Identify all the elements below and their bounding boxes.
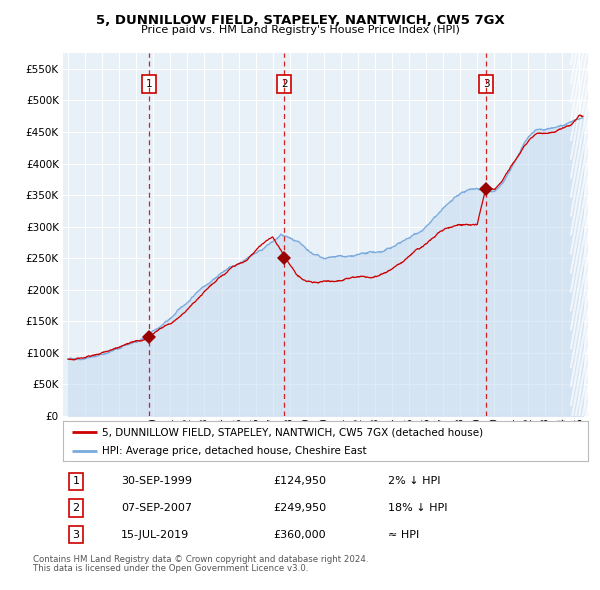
Text: HPI: Average price, detached house, Cheshire East: HPI: Average price, detached house, Ches… bbox=[103, 447, 367, 456]
Text: This data is licensed under the Open Government Licence v3.0.: This data is licensed under the Open Gov… bbox=[33, 564, 308, 573]
Text: 18% ↓ HPI: 18% ↓ HPI bbox=[389, 503, 448, 513]
Text: 3: 3 bbox=[483, 79, 490, 89]
Text: 1: 1 bbox=[146, 79, 152, 89]
Text: ≈ HPI: ≈ HPI bbox=[389, 530, 420, 540]
Text: 5, DUNNILLOW FIELD, STAPELEY, NANTWICH, CW5 7GX: 5, DUNNILLOW FIELD, STAPELEY, NANTWICH, … bbox=[95, 14, 505, 27]
Text: £360,000: £360,000 bbox=[273, 530, 326, 540]
Text: 2% ↓ HPI: 2% ↓ HPI bbox=[389, 476, 441, 486]
Text: 30-SEP-1999: 30-SEP-1999 bbox=[121, 476, 192, 486]
Text: Contains HM Land Registry data © Crown copyright and database right 2024.: Contains HM Land Registry data © Crown c… bbox=[33, 555, 368, 563]
Text: 3: 3 bbox=[73, 530, 80, 540]
Text: 07-SEP-2007: 07-SEP-2007 bbox=[121, 503, 192, 513]
Text: 15-JUL-2019: 15-JUL-2019 bbox=[121, 530, 189, 540]
Text: 2: 2 bbox=[281, 79, 287, 89]
Text: Price paid vs. HM Land Registry's House Price Index (HPI): Price paid vs. HM Land Registry's House … bbox=[140, 25, 460, 35]
Text: £124,950: £124,950 bbox=[273, 476, 326, 486]
Text: 5, DUNNILLOW FIELD, STAPELEY, NANTWICH, CW5 7GX (detached house): 5, DUNNILLOW FIELD, STAPELEY, NANTWICH, … bbox=[103, 427, 484, 437]
Text: 1: 1 bbox=[73, 476, 80, 486]
Text: £249,950: £249,950 bbox=[273, 503, 326, 513]
Text: 2: 2 bbox=[73, 503, 80, 513]
